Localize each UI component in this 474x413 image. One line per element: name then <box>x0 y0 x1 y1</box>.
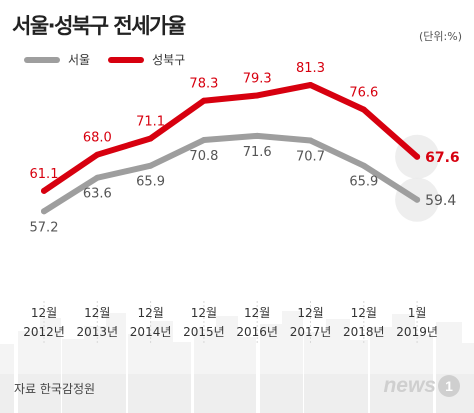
skyline-building <box>106 313 126 413</box>
watermark-badge: 1 <box>438 375 460 397</box>
data-label-seoul: 65.9 <box>349 175 378 190</box>
skyline-building <box>40 318 61 413</box>
data-label-seongbuk: 61.1 <box>30 167 59 182</box>
skyline-building <box>0 344 14 413</box>
data-label-seongbuk: 79.3 <box>243 71 272 86</box>
data-point-seoul <box>94 174 101 181</box>
skyline-building <box>216 316 238 413</box>
data-point-seoul <box>254 132 261 139</box>
legend-swatch-seongbuk <box>108 56 145 63</box>
x-tick-label-month: 12월 <box>31 306 57 320</box>
x-tick-label-month: 12월 <box>84 306 110 320</box>
data-point-seongbuk <box>147 135 154 142</box>
data-label-seoul: 59.4 <box>425 193 456 209</box>
x-tick-label-year: 2013년 <box>77 325 119 339</box>
skyline-building <box>238 337 256 413</box>
skyline-building <box>414 335 433 413</box>
data-label-seoul: 70.8 <box>189 149 218 164</box>
series-line-seoul <box>41 132 421 215</box>
data-point-seoul <box>200 137 207 144</box>
data-label-seongbuk: 67.6 <box>425 150 460 166</box>
skyline-building <box>260 324 285 413</box>
data-label-seoul: 57.2 <box>30 220 59 235</box>
skyline-building <box>150 321 173 413</box>
news-watermark-logo: news 1 <box>383 374 460 398</box>
skyline-wash <box>0 300 474 374</box>
unit-label: (단위:%) <box>419 30 462 43</box>
data-label-seongbuk: 68.0 <box>83 131 112 146</box>
skyline-building <box>84 326 108 413</box>
data-point-seoul <box>360 162 367 169</box>
data-point-seongbuk <box>307 82 314 88</box>
x-tick-label-year: 2015년 <box>183 325 225 339</box>
data-point-seongbuk <box>360 106 367 113</box>
x-tick-label-month: 12월 <box>191 306 217 320</box>
x-tick-label-year: 2017년 <box>290 325 332 339</box>
series-line-seongbuk <box>41 82 421 194</box>
skyline-building <box>282 311 303 413</box>
source-note: 자료 한국감정원 <box>14 382 96 396</box>
legend-item-seoul: 서울 <box>24 51 90 68</box>
data-point-seongbuk <box>94 151 101 158</box>
watermark-text: news <box>383 374 436 397</box>
data-label-seongbuk: 78.3 <box>189 77 218 92</box>
legend-item-seongbuk: 성북구 <box>108 51 185 68</box>
data-point-seoul <box>147 162 154 169</box>
x-tick-label-month: 1월 <box>408 306 427 320</box>
skyline-building <box>348 340 368 413</box>
data-label-seoul: 63.6 <box>83 187 112 202</box>
x-tick-label-month: 12월 <box>297 306 323 320</box>
skyline-building <box>436 322 462 413</box>
data-point-seongbuk <box>254 92 261 99</box>
chart-title: 서울·성북구 전세가율 <box>12 14 186 38</box>
data-label-seongbuk: 81.3 <box>296 61 325 76</box>
legend-label-seoul: 서울 <box>68 53 91 67</box>
x-tick-label-year: 2018년 <box>343 325 385 339</box>
data-label-seoul: 71.6 <box>243 145 272 160</box>
data-point-seoul <box>307 137 314 144</box>
x-tick-label-year: 2014년 <box>130 325 172 339</box>
skyline-building <box>326 319 350 413</box>
skyline-building <box>172 342 191 413</box>
x-tick-label-month: 12월 <box>351 306 377 320</box>
legend-label-seongbuk: 성북구 <box>152 53 186 67</box>
skyline-building <box>18 331 43 413</box>
data-point-seongbuk <box>41 187 47 194</box>
skyline-building <box>194 329 220 413</box>
data-label-seongbuk: 76.6 <box>349 86 378 101</box>
data-label-seoul: 70.7 <box>296 150 325 165</box>
x-tick-label-year: 2019년 <box>396 325 438 339</box>
data-point-seongbuk <box>200 97 207 104</box>
data-point-seongbuk <box>414 153 421 160</box>
data-label-seongbuk: 71.1 <box>136 114 165 129</box>
x-tick-label-month: 12월 <box>137 306 163 320</box>
legend: 서울 성북구 <box>24 51 203 68</box>
data-point-seoul <box>414 196 421 203</box>
data-point-seoul <box>41 208 47 215</box>
skyline-building <box>458 343 474 413</box>
legend-swatch-seoul <box>24 56 60 63</box>
skyline-building <box>392 314 415 413</box>
data-label-seoul: 65.9 <box>136 175 165 190</box>
x-tick-label-month: 12월 <box>244 306 270 320</box>
x-tick-label-year: 2012년 <box>23 325 65 339</box>
x-tick-label-year: 2016년 <box>236 325 278 339</box>
